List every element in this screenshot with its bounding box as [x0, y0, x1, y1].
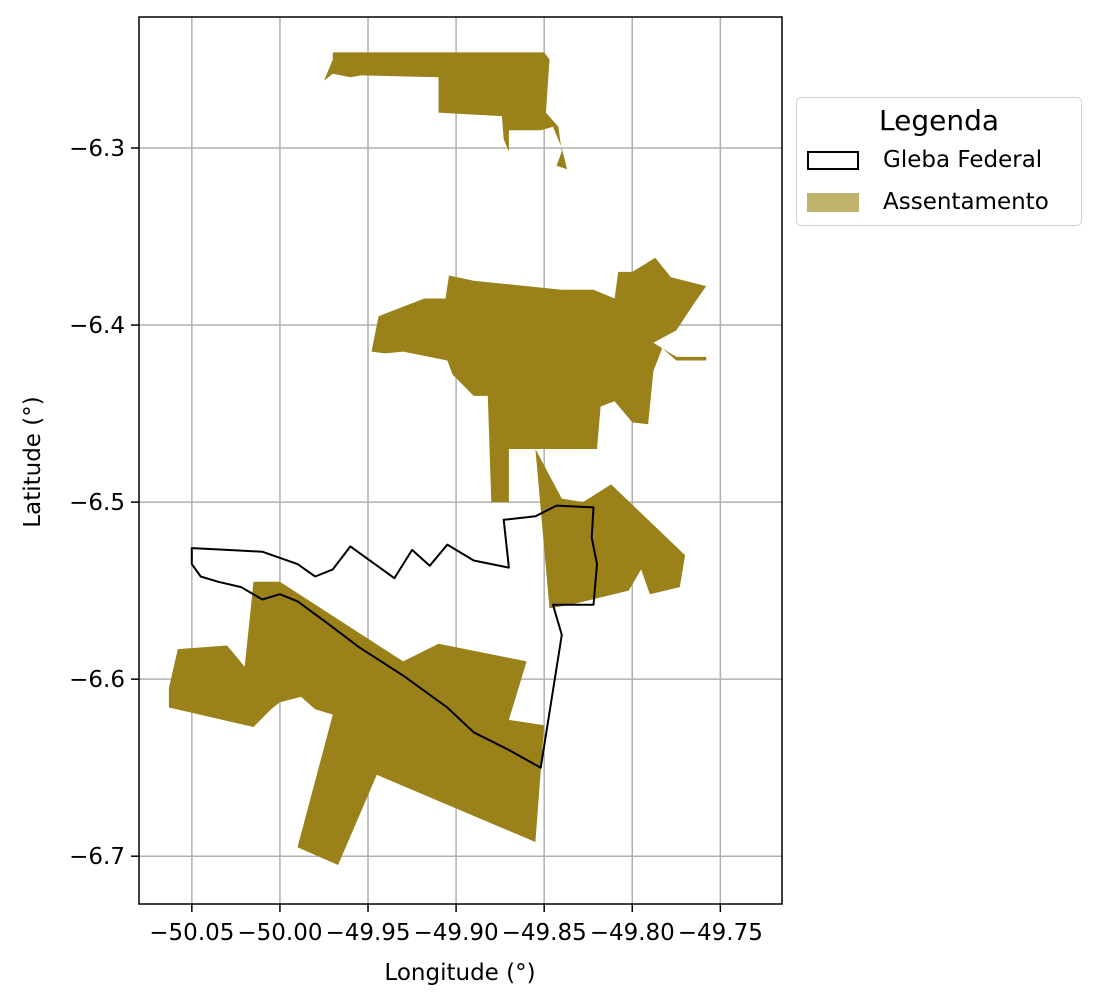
legend-swatch-assentamento [807, 192, 859, 212]
legend-swatch-gleba-federal [807, 150, 859, 170]
y-tick-label: −6.6 [69, 667, 125, 693]
legend-label-assentamento: Assentamento [883, 189, 1049, 215]
assentamento-polygon [371, 257, 707, 503]
assentamento-polygon [535, 449, 686, 609]
x-tick-label: −50.05 [149, 920, 234, 946]
legend-entry-gleba-federal: Gleba Federal [807, 146, 1042, 174]
assentamento-layer [168, 52, 707, 865]
x-tick-label: −49.90 [414, 920, 499, 946]
y-tick-label: −6.5 [69, 490, 125, 516]
y-tick-label: −6.3 [69, 136, 125, 162]
x-axis-ticks: −50.05 −50.00 −49.95 −49.90 −49.85 −49.80 −49.… [149, 904, 763, 946]
assentamento-polygon [324, 52, 568, 170]
gleba-federal-outline [190, 504, 598, 769]
x-tick-label: −49.75 [678, 920, 763, 946]
x-axis-label: Longitude (°) [384, 960, 535, 986]
plot-area-frame [138, 16, 783, 905]
legend-entry-assentamento: Assentamento [807, 188, 1049, 216]
x-tick-label: −50.00 [237, 920, 322, 946]
x-tick-label: −49.85 [502, 920, 587, 946]
legend-label-gleba-federal: Gleba Federal [883, 147, 1043, 173]
x-tick-label: −49.95 [325, 920, 410, 946]
legend-title: Legenda [878, 104, 999, 137]
gleba-federal-layer [190, 504, 598, 769]
assentamento-polygon [168, 581, 545, 865]
y-tick-label: −6.4 [69, 313, 125, 339]
x-tick-label: −49.80 [590, 920, 675, 946]
y-tick-label: −6.7 [69, 844, 125, 870]
y-axis-label: Latitude (°) [20, 396, 46, 527]
legend: Legenda Gleba Federal Assentamento [796, 97, 1082, 226]
y-axis-ticks: −6.3 −6.4 −6.5 −6.6 −6.7 [69, 136, 139, 870]
